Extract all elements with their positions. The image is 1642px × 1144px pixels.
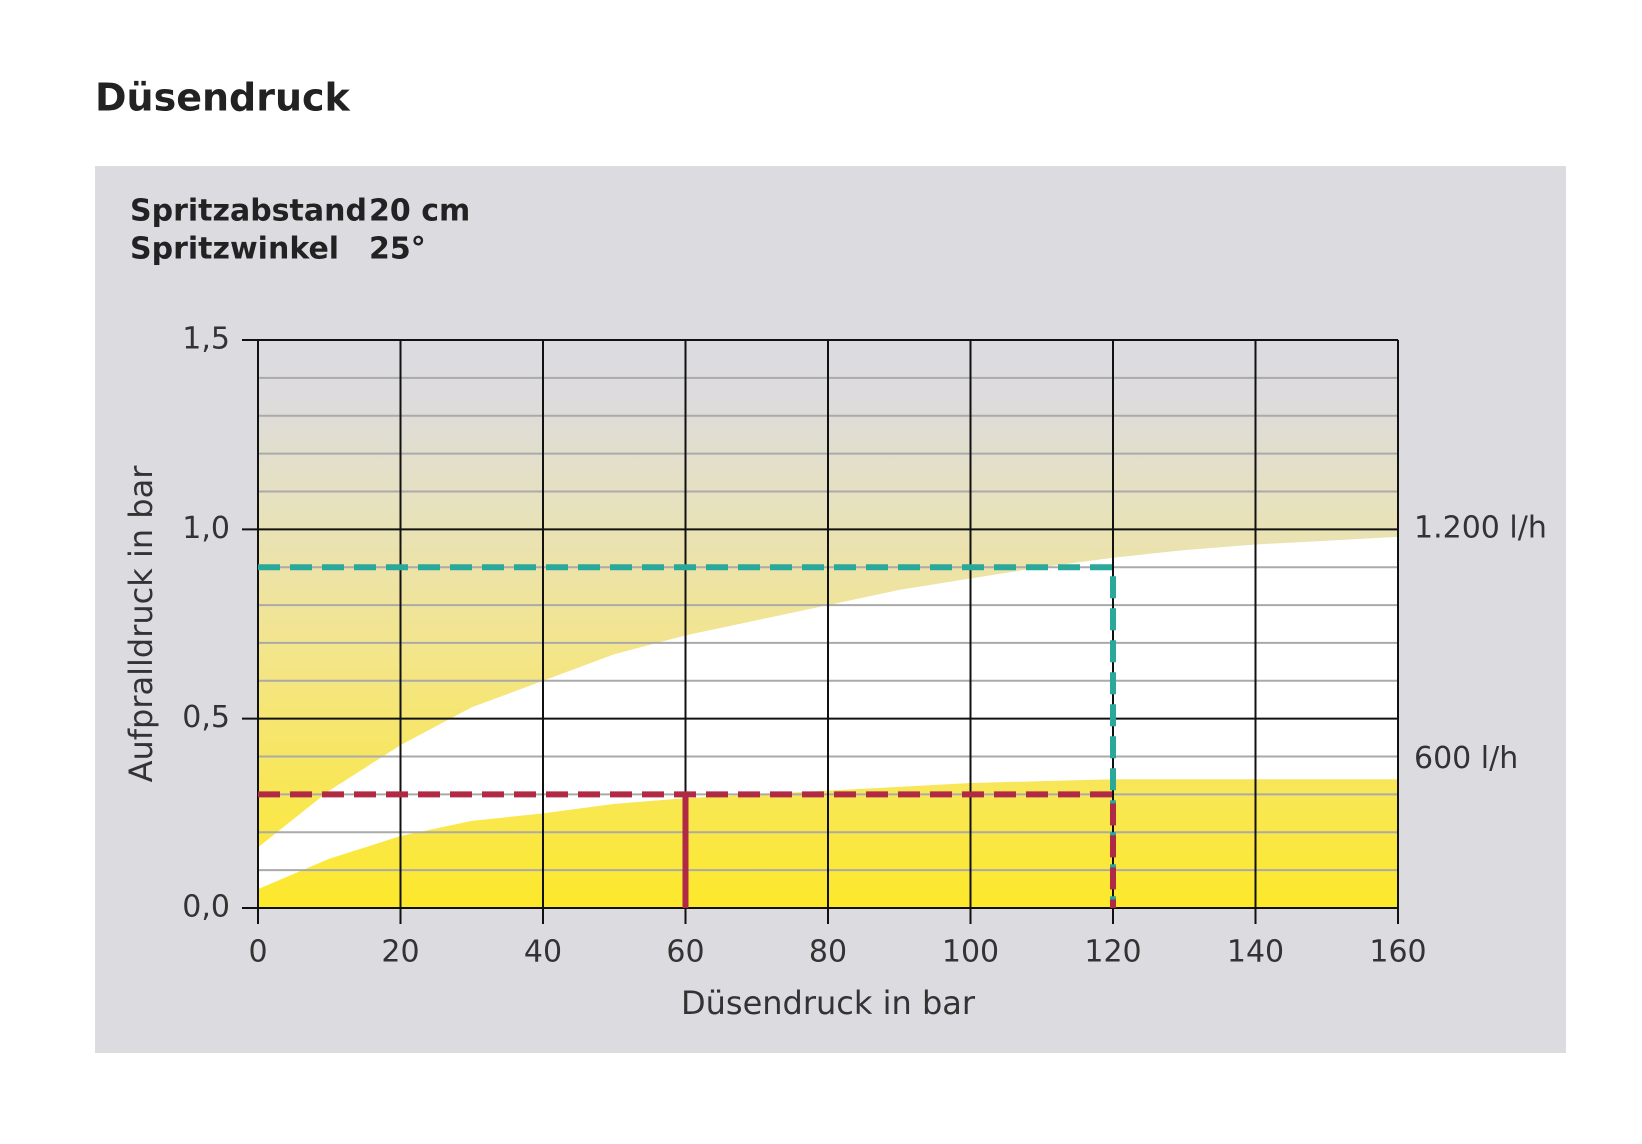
x-tick-label: 20 [381, 935, 419, 970]
annotation-label: Spritzabstand [130, 194, 367, 229]
series-label: 1.200 l/h [1414, 510, 1547, 545]
y-axis-title: Aufpralldruck in bar [122, 465, 160, 783]
series-label: 600 l/h [1414, 741, 1518, 776]
annotation-value: 25° [369, 232, 426, 267]
x-axis-title: Düsendruck in bar [681, 984, 976, 1022]
x-tick-label: 140 [1227, 935, 1284, 970]
x-tick-label: 160 [1369, 935, 1426, 970]
y-tick-label: 0,5 [182, 700, 230, 735]
x-tick-label: 40 [524, 935, 562, 970]
x-tick-label: 80 [809, 935, 847, 970]
annotation-value: 20 cm [369, 194, 470, 229]
x-tick-label: 0 [248, 935, 267, 970]
y-tick-label: 0,0 [182, 890, 230, 925]
x-tick-label: 100 [942, 935, 999, 970]
y-tick-label: 1,0 [182, 511, 230, 546]
y-tick-label: 1,5 [182, 322, 230, 357]
annotation-label: Spritzwinkel [130, 232, 339, 267]
x-tick-label: 120 [1084, 935, 1141, 970]
page-title: Düsendruck [95, 76, 351, 120]
reference-line [258, 791, 1116, 908]
x-tick-label: 60 [666, 935, 704, 970]
